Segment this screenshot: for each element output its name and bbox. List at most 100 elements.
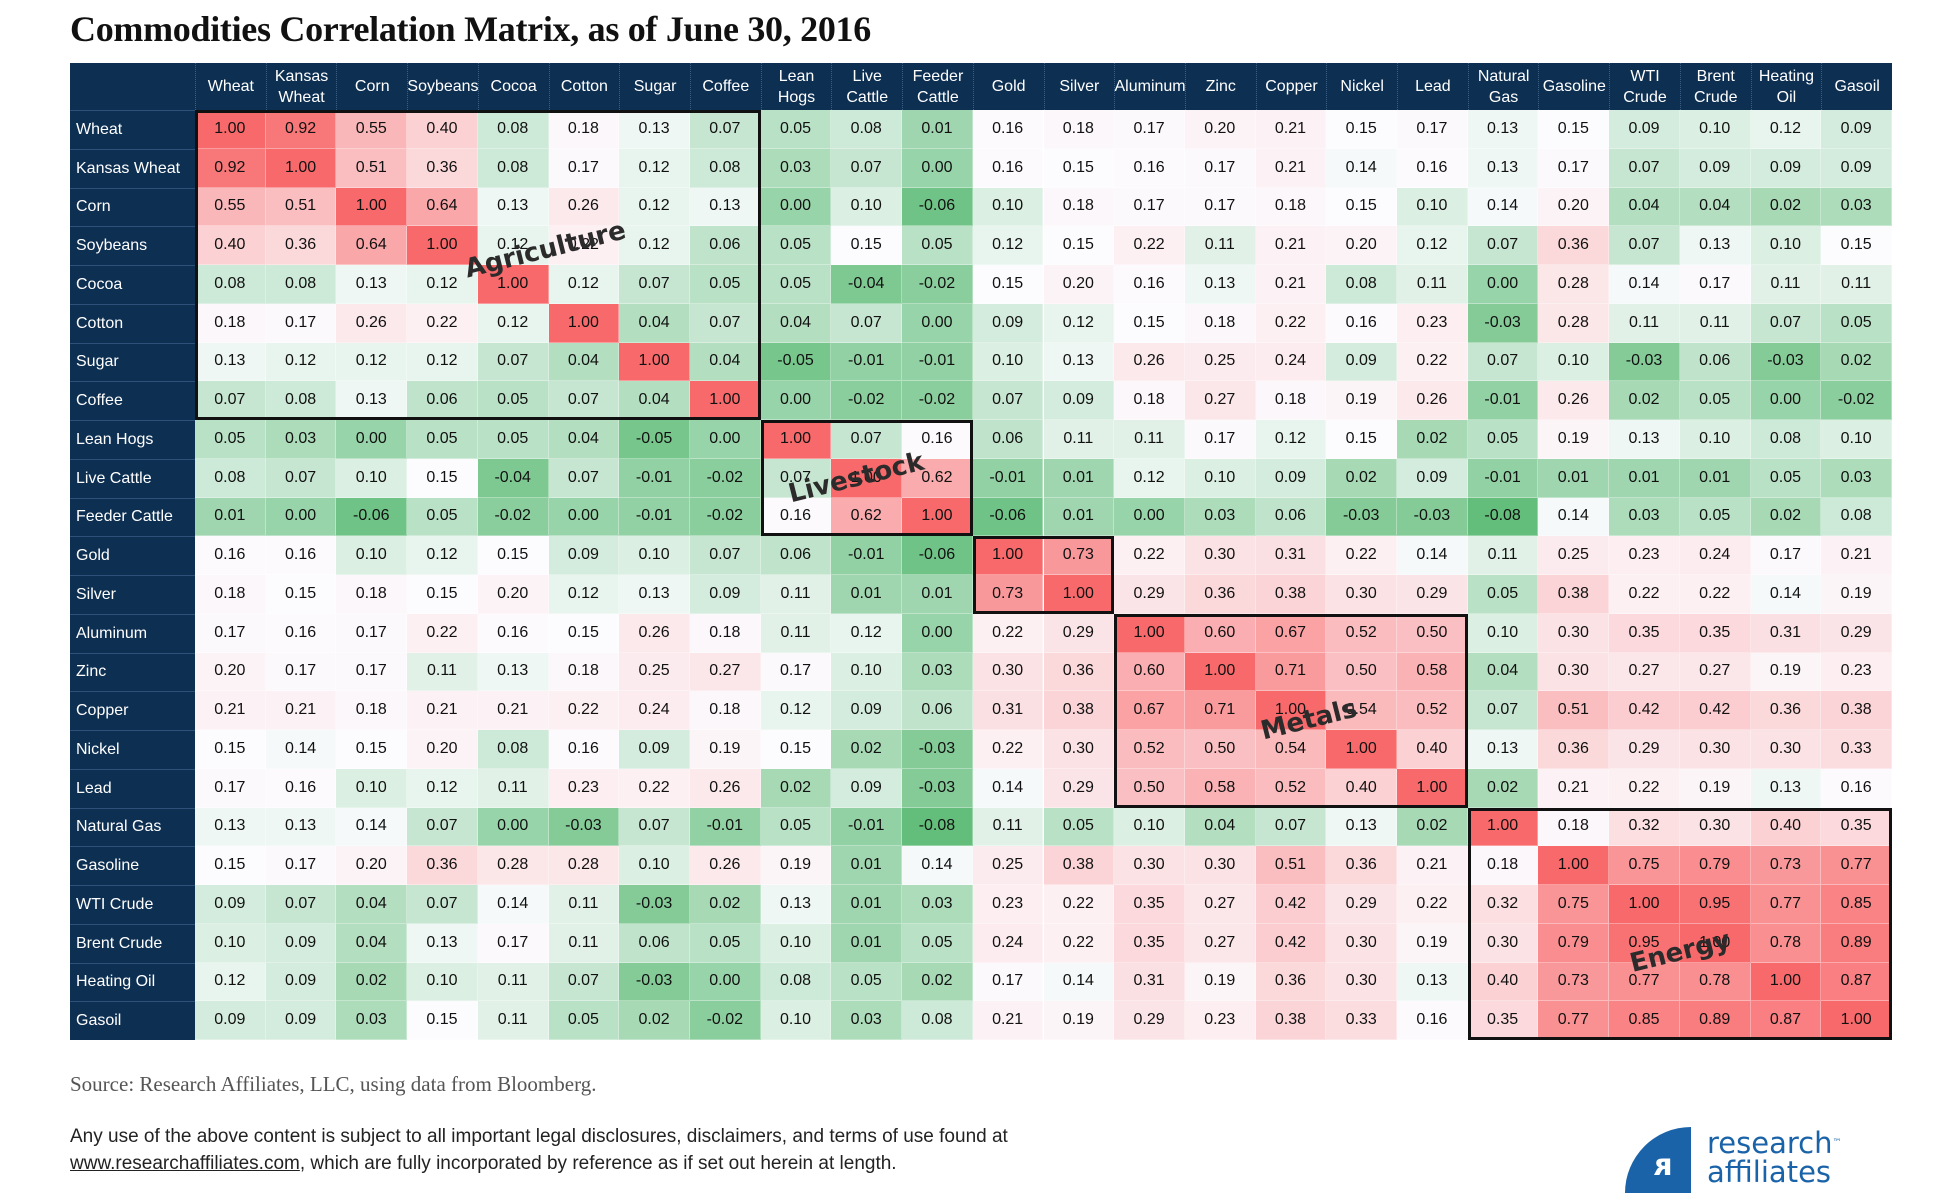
heatmap-cell: 1.00	[265, 148, 337, 188]
heatmap-cell: -0.03	[619, 962, 690, 1002]
heatmap-cell: 0.79	[1679, 846, 1751, 885]
heatmap-cell: -0.02	[477, 497, 549, 537]
column-header-soybeans: Soybeans	[407, 63, 479, 110]
heatmap-cell: 0.05	[548, 1001, 620, 1040]
heatmap-cell: 0.78	[1750, 923, 1822, 963]
heatmap-cell: 0.12	[407, 265, 478, 304]
heatmap-cell: 0.05	[689, 923, 761, 963]
heatmap-cell: 0.04	[1467, 652, 1539, 692]
heatmap-cell: 0.13	[336, 265, 408, 304]
heatmap-cell: 0.30	[1679, 807, 1751, 847]
heatmap-cell: 0.29	[1397, 575, 1468, 614]
heatmap-cell: 0.92	[195, 148, 266, 188]
heatmap-cell: 0.05	[760, 110, 832, 149]
heatmap-cell: 0.10	[831, 652, 903, 692]
heatmap-cell: 0.07	[619, 807, 690, 847]
heatmap-cell: 0.15	[1114, 303, 1185, 343]
heatmap-cell: 0.05	[689, 265, 761, 304]
logo-line1: research	[1707, 1126, 1833, 1160]
row-label-coffee: Coffee	[70, 381, 195, 420]
heatmap-cell: 0.07	[265, 458, 337, 498]
heatmap-cell: 0.15	[407, 1001, 478, 1040]
column-header-coffee: Coffee	[689, 63, 761, 110]
heatmap-cell: 0.30	[1326, 575, 1398, 614]
heatmap-cell: 0.13	[619, 110, 690, 149]
heatmap-cell: 0.28	[548, 846, 620, 885]
heatmap-cell: 0.29	[1114, 1001, 1185, 1040]
heatmap-cell: 0.01	[1679, 458, 1751, 498]
heatmap-cell: 0.16	[265, 536, 337, 575]
heatmap-cell: 0.28	[1538, 303, 1610, 343]
heatmap-cell: 0.29	[1609, 730, 1680, 769]
heatmap-cell: 0.75	[1609, 846, 1680, 885]
heatmap-cell: 0.00	[336, 420, 408, 459]
heatmap-cell: 0.16	[265, 613, 337, 653]
heatmap-cell: 0.07	[831, 148, 903, 188]
heatmap-cell: -0.01	[831, 342, 903, 382]
heatmap-cell: 0.22	[1255, 303, 1327, 343]
heatmap-cell: -0.03	[1750, 342, 1822, 382]
heatmap-cell: 0.20	[1043, 265, 1115, 304]
heatmap-cell: 0.05	[407, 497, 478, 537]
heatmap-cell: 1.00	[548, 303, 620, 343]
heatmap-cell: 0.16	[1326, 303, 1398, 343]
heatmap-cell: 0.16	[1397, 148, 1468, 188]
heatmap-cell: 0.18	[336, 691, 408, 730]
heatmap-cell: 0.10	[336, 768, 408, 808]
heatmap-cell: 0.30	[1467, 923, 1539, 963]
heatmap-cell: 0.18	[1538, 807, 1610, 847]
heatmap-cell: 0.18	[336, 575, 408, 614]
heatmap-cell: 0.11	[548, 885, 620, 924]
heatmap-cell: 0.10	[1679, 110, 1751, 149]
heatmap-cell: 0.04	[336, 885, 408, 924]
heatmap-cell: -0.03	[619, 885, 690, 924]
heatmap-cell: 1.00	[902, 497, 973, 537]
heatmap-cell: 0.15	[1326, 110, 1398, 149]
heatmap-cell: 0.35	[1821, 807, 1892, 847]
heatmap-cell: 0.36	[407, 148, 478, 188]
heatmap-cell: 0.00	[1750, 381, 1822, 420]
heatmap-cell: 0.62	[831, 497, 903, 537]
heatmap-cell: 0.09	[1043, 381, 1115, 420]
column-header-zinc: Zinc	[1184, 63, 1256, 110]
heatmap-cell: 0.22	[1397, 342, 1468, 382]
heatmap-cell: 0.21	[265, 691, 337, 730]
column-header-gasoline: Gasoline	[1538, 63, 1609, 110]
heatmap-cell: 0.14	[265, 730, 337, 769]
heatmap-cell: 0.08	[477, 730, 549, 769]
heatmap-cell: 0.20	[1326, 226, 1398, 265]
heatmap-cell: 0.17	[972, 962, 1044, 1002]
column-header-aluminum: Aluminum	[1114, 63, 1186, 110]
heatmap-cell: 0.38	[1821, 691, 1892, 730]
heatmap-cell: 0.38	[1255, 1001, 1327, 1040]
heatmap-cell: 0.17	[265, 652, 337, 692]
heatmap-cell: 0.09	[1821, 148, 1892, 188]
heatmap-cell: 0.16	[477, 613, 549, 653]
heatmap-cell: 0.21	[1538, 768, 1610, 808]
heatmap-cell: -0.03	[548, 807, 620, 847]
heatmap-cell: 0.64	[407, 187, 478, 227]
heatmap-cell: 0.02	[1397, 807, 1468, 847]
heatmap-cell: 0.05	[1750, 458, 1822, 498]
heatmap-cell: -0.01	[831, 536, 903, 575]
heatmap-cell: 0.17	[1184, 187, 1256, 227]
heatmap-cell: 0.31	[1750, 613, 1822, 653]
heatmap-cell: 0.77	[1821, 846, 1892, 885]
heatmap-cell: 0.05	[1679, 497, 1751, 537]
heatmap-cell: 0.14	[902, 846, 973, 885]
disclaimer-line2: , which are fully incorporated by refere…	[299, 1153, 897, 1174]
heatmap-cell: 0.12	[195, 962, 266, 1002]
heatmap-cell: 0.20	[1184, 110, 1256, 149]
website-link[interactable]: www.researchaffiliates.com	[70, 1153, 300, 1174]
heatmap-cell: 0.10	[1821, 420, 1892, 459]
heatmap-cell: 0.23	[972, 885, 1044, 924]
heatmap-cell: 0.09	[831, 691, 903, 730]
heatmap-cell: 0.12	[1397, 226, 1468, 265]
heatmap-cell: 0.15	[477, 536, 549, 575]
heatmap-cell: 0.00	[689, 420, 761, 459]
heatmap-cell: 0.18	[1114, 381, 1185, 420]
heatmap-cell: 0.06	[902, 691, 973, 730]
heatmap-cell: 0.15	[195, 730, 266, 769]
heatmap-cell: 0.00	[902, 148, 973, 188]
heatmap-cell: 0.03	[1609, 497, 1680, 537]
